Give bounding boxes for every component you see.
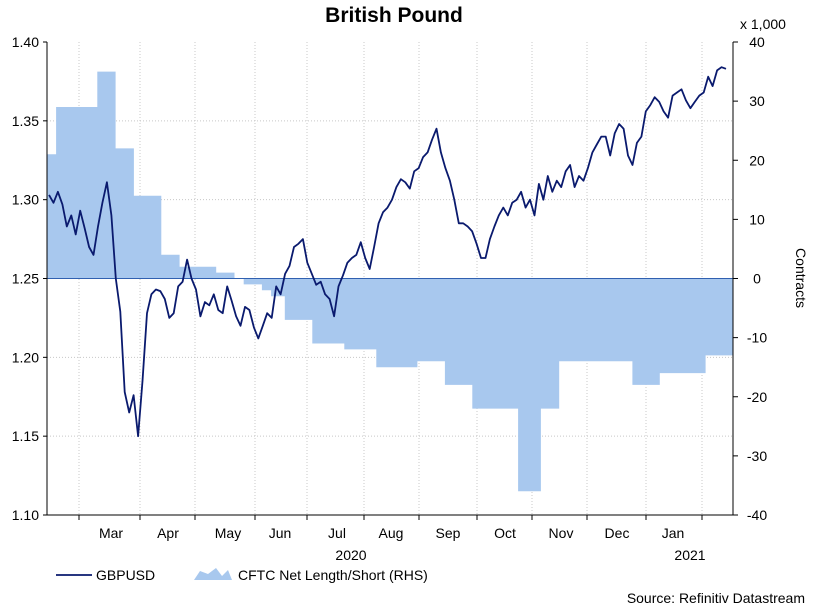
left-tick-label: 1.25 xyxy=(12,271,39,287)
month-label: Oct xyxy=(494,525,516,541)
year-label: 2021 xyxy=(674,547,705,563)
month-label: Jul xyxy=(328,525,346,541)
chart-title: British Pound xyxy=(325,4,463,27)
right-tick-label: 30 xyxy=(749,93,765,109)
left-tick-label: 1.20 xyxy=(12,349,39,365)
left-tick-label: 1.15 xyxy=(12,428,39,444)
gbpusd-line xyxy=(48,66,727,438)
legend-cftc-label: CFTC Net Length/Short (RHS) xyxy=(238,567,428,583)
right-tick-label: -40 xyxy=(747,507,767,523)
right-tick-label: -20 xyxy=(747,389,767,405)
month-label: Aug xyxy=(379,525,404,541)
month-label: May xyxy=(215,525,241,541)
right-tick-label: -10 xyxy=(747,330,767,346)
left-tick-label: 1.40 xyxy=(12,34,39,50)
month-label: Sep xyxy=(436,525,461,541)
source-note: Source: Refinitiv Datastream xyxy=(627,590,805,605)
right-tick-label: -30 xyxy=(747,448,767,464)
left-tick-label: 1.10 xyxy=(12,507,39,523)
month-label: Nov xyxy=(549,525,574,541)
month-label: Dec xyxy=(605,525,630,541)
multiplier-label: x 1,000 xyxy=(740,16,786,32)
right-tick-label: 20 xyxy=(749,152,765,168)
right-tick-label: 40 xyxy=(749,34,765,50)
legend-area-swatch xyxy=(194,568,232,580)
right-tick-label: 10 xyxy=(749,211,765,227)
legend: GBPUSD CFTC Net Length/Short (RHS) xyxy=(56,567,428,583)
month-label: Mar xyxy=(99,525,123,541)
plot-area: 1.10 1.15 1.20 1.25 1.30 1.35 1.40 -40 -30 -20 -10… xyxy=(12,34,768,563)
cftc-area xyxy=(47,71,733,492)
year-label: 2020 xyxy=(335,547,366,563)
right-tick-label: 0 xyxy=(753,271,761,287)
right-axis-label: Contracts xyxy=(793,248,809,308)
legend-gbpusd-label: GBPUSD xyxy=(96,567,155,583)
left-tick-label: 1.35 xyxy=(12,113,39,129)
month-label: Apr xyxy=(157,525,179,541)
month-label: Jun xyxy=(269,525,292,541)
month-label: Jan xyxy=(662,525,685,541)
left-tick-label: 1.30 xyxy=(12,192,39,208)
